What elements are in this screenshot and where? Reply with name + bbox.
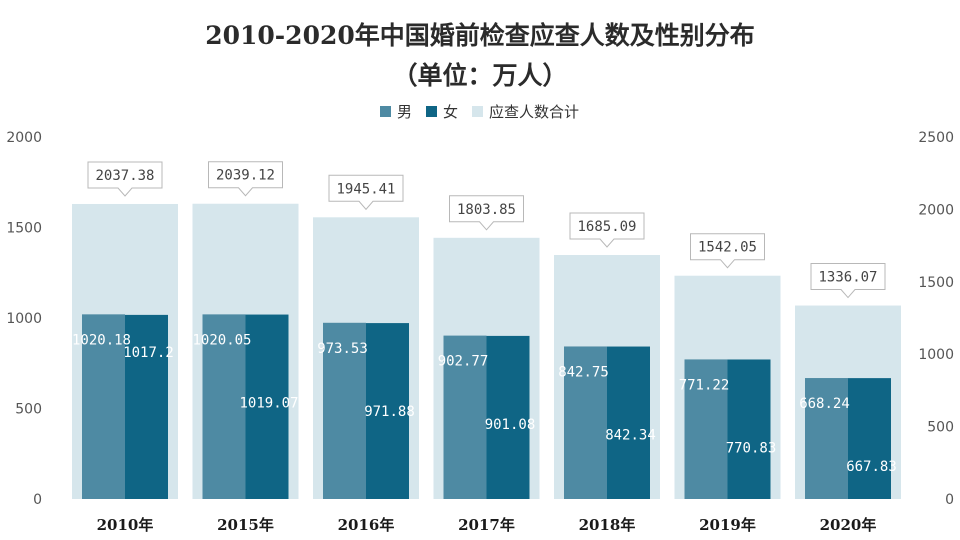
- legend-label-male: 男: [397, 103, 413, 121]
- y-tick-left-1: 500: [15, 402, 42, 418]
- male-label-3: 902.77: [438, 354, 489, 370]
- female-bar-5: [727, 359, 771, 499]
- legend-item-male: 男: [380, 101, 412, 122]
- male-bar-2: [323, 322, 366, 499]
- total-label-3: 1803.85: [457, 202, 516, 218]
- chart-subtitle: （单位：万人）: [392, 61, 568, 90]
- female-bar-1: [245, 314, 289, 499]
- legend-label-total: 应查人数合计: [489, 103, 580, 121]
- y-tick-left-3: 1500: [6, 221, 42, 237]
- female-bar-6: [848, 378, 891, 499]
- female-label-3: 901.08: [485, 417, 536, 433]
- y-tick-right-1: 500: [927, 420, 954, 436]
- male-label-5: 771.22: [679, 377, 730, 393]
- male-bar-5: [684, 359, 728, 499]
- total-label-1: 2039.12: [216, 168, 275, 184]
- female-label-6: 667.83: [846, 459, 897, 475]
- y-tick-right-0: 0: [945, 492, 954, 508]
- total-callout-5: [690, 233, 765, 269]
- y-tick-right-5: 2500: [918, 130, 954, 146]
- male-bar-6: [805, 378, 848, 499]
- legend-swatch-male: [380, 106, 391, 117]
- female-label-0: 1017.2: [123, 345, 174, 361]
- x-tick-3: 2017年: [458, 516, 515, 534]
- total-label-4: 1685.09: [577, 219, 636, 235]
- chart-title: 2010-2020年中国婚前检查应查人数及性别分布: [205, 21, 755, 50]
- legend-swatch-female: [426, 106, 438, 117]
- legend-swatch-total: [472, 106, 484, 117]
- male-label-1: 1020.05: [192, 332, 251, 348]
- female-bar-4: [607, 346, 650, 499]
- y-tick-right-2: 1000: [918, 347, 954, 363]
- female-bar-2: [366, 323, 409, 499]
- y-tick-right-4: 2000: [918, 202, 954, 218]
- female-bar-0: [125, 314, 168, 499]
- male-label-4: 842.75: [558, 364, 609, 380]
- female-bar-3: [486, 335, 530, 499]
- female-label-5: 770.83: [726, 440, 777, 456]
- x-tick-2: 2016年: [338, 516, 395, 534]
- total-callout-1: [208, 161, 283, 197]
- male-label-2: 973.53: [317, 341, 368, 357]
- legend-item-female: 女: [426, 101, 458, 122]
- legend-item-total: 应查人数合计: [472, 101, 579, 122]
- x-tick-6: 2020年: [820, 516, 877, 534]
- total-callout-4: [569, 212, 645, 248]
- x-tick-1: 2015年: [217, 516, 274, 534]
- x-tick-5: 2019年: [699, 516, 756, 534]
- female-label-2: 971.88: [364, 404, 415, 420]
- male-bar-4: [564, 346, 607, 499]
- female-label-4: 842.34: [605, 428, 656, 444]
- x-tick-4: 2018年: [579, 516, 636, 534]
- x-tick-0: 2010年: [97, 516, 154, 534]
- total-callout-2: [328, 174, 404, 211]
- total-label-0: 2037.38: [95, 168, 154, 184]
- male-label-0: 1020.18: [72, 332, 131, 348]
- male-bar-3: [443, 335, 487, 499]
- total-callout-3: [449, 195, 524, 231]
- y-tick-left-2: 1000: [6, 311, 42, 327]
- chart-legend: 男 女 应查人数合计: [380, 101, 579, 122]
- total-callout-6: [810, 263, 886, 299]
- legend-label-female: 女: [443, 103, 459, 121]
- male-label-6: 668.24: [799, 396, 850, 412]
- male-bar-0: [82, 314, 125, 499]
- y-tick-right-3: 1500: [918, 275, 954, 291]
- y-tick-left-4: 2000: [6, 130, 42, 146]
- y-tick-left-0: 0: [33, 492, 42, 508]
- male-bar-1: [202, 314, 246, 499]
- total-label-6: 1336.07: [818, 270, 877, 286]
- total-label-2: 1945.41: [336, 181, 395, 197]
- total-label-5: 1542.05: [698, 240, 757, 256]
- total-callout-0: [87, 161, 163, 197]
- female-label-1: 1019.07: [239, 396, 298, 412]
